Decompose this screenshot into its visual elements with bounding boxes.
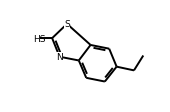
Text: N: N xyxy=(56,53,63,62)
Text: S: S xyxy=(64,20,70,29)
Text: HS: HS xyxy=(33,34,46,43)
